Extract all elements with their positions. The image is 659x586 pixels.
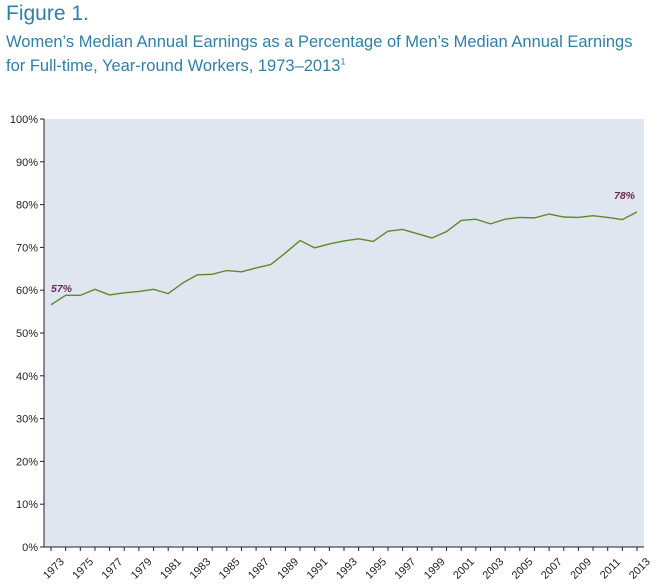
y-tick-label: 80% bbox=[16, 200, 38, 212]
series-line-earnings-ratio bbox=[50, 211, 638, 306]
x-tick-label: 1981 bbox=[158, 556, 184, 582]
x-tick-label: 1977 bbox=[100, 556, 126, 582]
x-tick-label: 1975 bbox=[70, 556, 96, 582]
data-labels: 57% 78% bbox=[51, 190, 636, 295]
data-label: 57% bbox=[51, 283, 73, 295]
x-tick-label: 1995 bbox=[363, 556, 389, 582]
x-tick-label: 1973 bbox=[41, 556, 67, 582]
y-tick-label: 60% bbox=[16, 285, 38, 297]
x-tick-label: 1999 bbox=[422, 556, 448, 582]
plot-area bbox=[44, 119, 644, 547]
y-tick-label: 30% bbox=[16, 414, 38, 426]
figure-label: Figure 1. bbox=[6, 2, 89, 25]
x-tick-label: 1993 bbox=[334, 556, 360, 582]
x-tick-label: 1985 bbox=[217, 556, 243, 582]
y-tick-label: 10% bbox=[16, 499, 38, 511]
y-tick-label: 90% bbox=[16, 157, 38, 169]
y-axis: 0% 10% 20% 30% 40% 50% 60% 70% 80% 90% 100% bbox=[10, 114, 45, 554]
x-tick-label: 1997 bbox=[393, 556, 419, 582]
x-tick-label: 2005 bbox=[510, 556, 536, 582]
chart-title-text: Women’s Median Annual Earnings as a Perc… bbox=[6, 33, 633, 75]
x-tick-label: 2011 bbox=[598, 556, 623, 581]
y-tick-label: 50% bbox=[16, 328, 38, 340]
x-axis: 1973 1975 1977 1979 1981 1983 1985 1987 1989 1991… bbox=[41, 546, 653, 582]
x-tick-label: 2001 bbox=[451, 556, 477, 582]
x-tick-label: 1989 bbox=[275, 556, 301, 582]
y-tick-label: 100% bbox=[10, 114, 38, 126]
y-tick-label: 0% bbox=[22, 542, 38, 554]
x-tick-label: 1979 bbox=[129, 556, 155, 582]
x-tick-label: 1987 bbox=[246, 556, 272, 582]
x-tick-label: 1991 bbox=[305, 556, 331, 582]
chart-title: Women’s Median Annual Earnings as a Perc… bbox=[6, 30, 646, 78]
data-label: 78% bbox=[614, 190, 636, 202]
x-tick-label: 2007 bbox=[539, 556, 565, 582]
y-tick-label: 70% bbox=[16, 242, 38, 254]
x-tick-label: 2013 bbox=[627, 556, 653, 582]
x-tick-label: 2003 bbox=[480, 556, 506, 582]
x-tick-label: 2009 bbox=[568, 556, 594, 582]
y-tick-label: 20% bbox=[16, 456, 38, 468]
y-tick-label: 40% bbox=[16, 371, 38, 383]
x-tick-label: 1983 bbox=[187, 556, 213, 582]
footnote-marker: 1 bbox=[340, 56, 346, 67]
